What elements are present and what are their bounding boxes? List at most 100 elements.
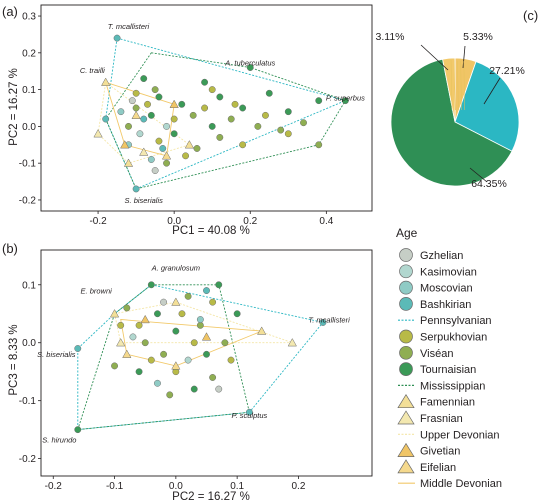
data-point-serpukhovian [155, 137, 163, 145]
panel-label-a: (a) [2, 4, 18, 19]
data-point-tournaisian [140, 75, 148, 83]
x-tick-label: -0.2 [89, 216, 107, 227]
data-point-visean [300, 119, 307, 127]
pie-slice-pennsylvanian [454, 61, 520, 152]
data-point-visean [151, 86, 159, 94]
legend: Age Gzhelian Kasimovian Moscovian Bashkiria… [396, 226, 502, 490]
data-point-tournaisian [147, 281, 155, 289]
data-point-eifelian [171, 361, 181, 370]
data-point-tournaisian [215, 281, 223, 289]
legend-label: Gzhelian [420, 250, 463, 262]
species-label: S. hirundo [42, 435, 76, 444]
pie-slice-label: 27.21% [489, 65, 525, 77]
data-point-tournaisian [154, 310, 161, 318]
data-point-serpukhovian [144, 100, 151, 108]
data-point-visean [111, 362, 119, 370]
x-tick-label: -0.1 [106, 481, 124, 492]
legend-swatch-triangle [397, 394, 415, 409]
legend-swatch-circle [399, 248, 413, 262]
data-point-tournaisian [155, 93, 163, 101]
data-point-famennian [184, 140, 195, 149]
data-point-tournaisian [74, 426, 82, 434]
convex-hull-pennsylvanian [77, 284, 324, 431]
legend-label: Frasnian [420, 413, 463, 425]
legend-title: Age [396, 226, 418, 240]
data-point-tournaisian [135, 368, 143, 376]
data-point-famennian [123, 158, 134, 167]
scatter-plot-pc1-pc2: -0.2 0.0 0.2 0.4 0.3 0.2 0.1 0.0 -0.1 -0.2 T. mcal… [19, 4, 373, 227]
pie-slice-label: 5.33% [463, 31, 493, 43]
data-point-tournaisian [233, 310, 241, 318]
data-point-givetian [169, 99, 179, 108]
legend-swatch-triangle [397, 442, 415, 457]
data-point-serpukhovian [147, 356, 155, 364]
data-point-bashkirian [140, 115, 148, 123]
data-point-visean [125, 122, 132, 130]
species-label: A. tuberculatus [224, 59, 275, 68]
data-point-givetian [120, 140, 130, 149]
y-tick-label: -0.2 [19, 454, 37, 465]
data-point-visean [160, 350, 168, 358]
data-point-bashkirian [132, 185, 140, 193]
species-label: T. mcallisteri [108, 22, 150, 31]
legend-label: Moscovian [420, 283, 473, 295]
legend-swatch-circle [399, 280, 413, 295]
x-tick-label: 0.0 [167, 216, 181, 227]
data-point-tournaisian [203, 350, 210, 358]
data-point-bashkirian [102, 115, 110, 123]
data-point-tournaisian [265, 89, 273, 97]
data-point-moscovian [147, 156, 155, 163]
species-label: T. mcallisteri [308, 315, 350, 324]
data-point-moscovian [154, 379, 161, 387]
data-point-serpukhovian [201, 104, 209, 112]
data-point-famennian [109, 309, 120, 318]
data-point-kasimovian [129, 333, 137, 341]
data-point-kasimovian [184, 356, 192, 364]
data-point-kasimovian [136, 130, 144, 138]
data-point-gzhelian [151, 167, 159, 174]
x-tick-label: 0.4 [319, 216, 333, 227]
legend-label: Bashkirian [420, 299, 471, 311]
data-point-serpukhovian [227, 356, 235, 364]
data-point-eifelian [131, 110, 141, 119]
y-tick-label: 0.3 [22, 12, 36, 23]
x-tick-label: 0.1 [230, 481, 244, 492]
legend-label: Middle Devonian [420, 478, 502, 490]
data-point-frasnian [287, 338, 297, 347]
data-point-visean [163, 159, 171, 167]
y-tick-label: 0.2 [22, 48, 36, 59]
data-point-serpukhovian [262, 111, 269, 119]
pie-slice-label: 64.35% [471, 178, 507, 190]
data-point-visean [184, 292, 192, 300]
species-label: P. sculptus [232, 411, 268, 420]
y-tick-label: -0.1 [19, 396, 37, 407]
data-point-visean [193, 145, 201, 152]
data-point-bashkirian [203, 287, 210, 295]
pie-hatch-line [463, 61, 466, 111]
pie-hatch-line [457, 60, 459, 111]
pie-slice-label: 3.11% [376, 31, 405, 43]
data-point-bashkirian [319, 318, 327, 326]
data-point-eifelian [161, 151, 172, 160]
data-point-tournaisian [315, 97, 323, 105]
species-label: S. biserialis [37, 350, 76, 359]
legend-label: Givetian [420, 446, 460, 458]
species-label: E. browni [81, 286, 113, 295]
convex-hull-mississippian [77, 284, 250, 431]
data-point-kasimovian [163, 122, 171, 130]
panel-label-c: (c) [523, 8, 538, 23]
data-point-famennian [101, 77, 111, 86]
data-point-visean [209, 374, 217, 381]
data-point-tournaisian [208, 122, 216, 130]
data-point-tournaisian [147, 111, 155, 119]
data-point-tournaisian [201, 78, 209, 86]
data-point-tournaisian [284, 108, 292, 116]
x-tick-label: 0.2 [243, 216, 257, 227]
y-tick-label: -0.1 [19, 159, 37, 170]
data-point-gzhelian [128, 97, 136, 105]
legend-swatch-triangle [397, 410, 415, 425]
plot-frame [40, 4, 373, 212]
scatter-plot-pc2-pc3: -0.2 -0.1 0.0 0.1 0.2 0.1 0.0 -0.1 -0.2 A. granul… [19, 249, 373, 492]
y-axis-title-b: PC3 = 8.33 % [8, 324, 20, 395]
